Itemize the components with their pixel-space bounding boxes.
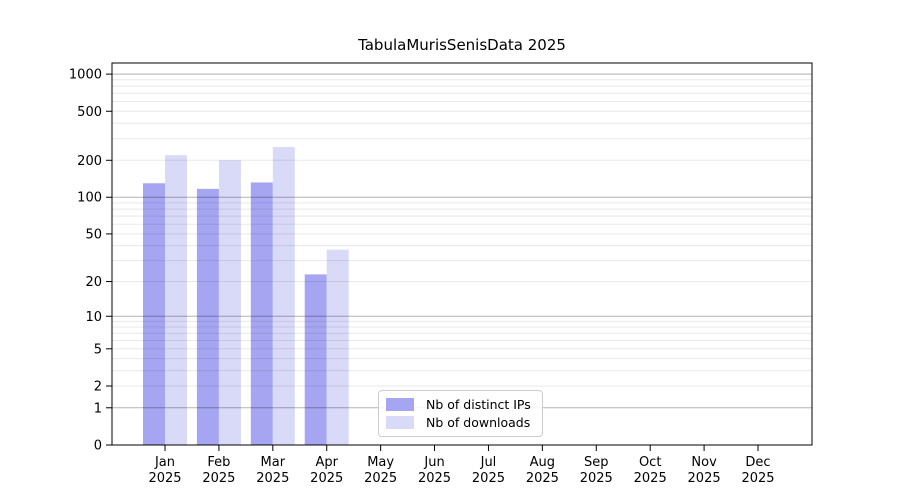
x-axis-tick-label-month: Aug — [530, 455, 555, 470]
bar-mar-downloads — [272, 147, 295, 445]
x-axis-tick-label-year: 2025 — [634, 471, 667, 486]
bar-jan-distinct-ips — [143, 183, 165, 445]
x-axis-tick-label-year: 2025 — [148, 471, 181, 486]
x-axis-tick-label-month: Jan — [154, 455, 175, 470]
y-axis-tick-label: 200 — [77, 154, 102, 169]
bar-mar-distinct-ips — [250, 182, 273, 446]
x-axis-tick-label-month: Oct — [639, 455, 661, 470]
x-axis-tick-label-month: Jul — [480, 455, 497, 470]
y-axis-tick-label: 10 — [85, 310, 102, 325]
x-axis-tick-label-year: 2025 — [310, 471, 343, 486]
y-axis-tick-label: 1 — [94, 401, 102, 416]
x-axis-tick-label-year: 2025 — [741, 471, 774, 486]
bar-apr-distinct-ips — [304, 274, 327, 445]
y-axis-tick-label: 100 — [77, 191, 102, 206]
chart-title: TabulaMurisSenisData 2025 — [358, 36, 566, 54]
legend-item-downloads: Nb of downloads — [386, 415, 534, 430]
y-axis-tick-label: 500 — [77, 105, 102, 120]
x-axis-tick-label-year: 2025 — [202, 471, 235, 486]
y-axis-tick-label: 20 — [85, 275, 102, 290]
x-axis-tick-label-month: Dec — [745, 455, 770, 470]
legend-label-distinct-ips: Nb of distinct IPs — [426, 397, 531, 412]
x-axis-tick-label-year: 2025 — [364, 471, 397, 486]
x-axis-tick-label-month: Sep — [584, 455, 609, 470]
x-axis-tick-label-year: 2025 — [418, 471, 451, 486]
plot-border — [111, 62, 813, 446]
x-axis-tick-label-year: 2025 — [580, 471, 613, 486]
legend-item-distinct-ips: Nb of distinct IPs — [386, 397, 534, 412]
x-axis-tick-label-month: Jun — [423, 455, 444, 470]
x-axis-tick-label-month: Apr — [315, 455, 338, 470]
y-axis-tick-label: 50 — [85, 227, 102, 242]
bar-jan-downloads — [165, 155, 187, 446]
bar-feb-downloads — [218, 160, 241, 445]
x-axis-tick-label-year: 2025 — [688, 471, 721, 486]
y-axis-tick-label: 5 — [94, 342, 102, 357]
legend: Nb of distinct IPs Nb of downloads — [378, 390, 543, 437]
x-axis-tick-label-month: Feb — [207, 455, 230, 470]
x-axis-tick-label-month: Nov — [691, 455, 717, 470]
x-axis-tick-label-year: 2025 — [472, 471, 505, 486]
y-axis-tick-label: 0 — [94, 439, 102, 454]
legend-swatch-downloads — [386, 416, 414, 429]
x-axis-tick-label-month: May — [367, 455, 394, 470]
y-axis-tick-label: 2 — [94, 380, 102, 395]
x-axis-tick-label-year: 2025 — [526, 471, 559, 486]
bar-feb-distinct-ips — [196, 188, 219, 446]
x-axis-tick-label-year: 2025 — [256, 471, 289, 486]
legend-swatch-distinct-ips — [386, 398, 414, 411]
legend-label-downloads: Nb of downloads — [426, 415, 531, 430]
y-axis-tick-label: 1000 — [69, 68, 102, 83]
x-axis-tick-label-month: Mar — [261, 455, 286, 470]
bar-apr-downloads — [326, 249, 349, 445]
